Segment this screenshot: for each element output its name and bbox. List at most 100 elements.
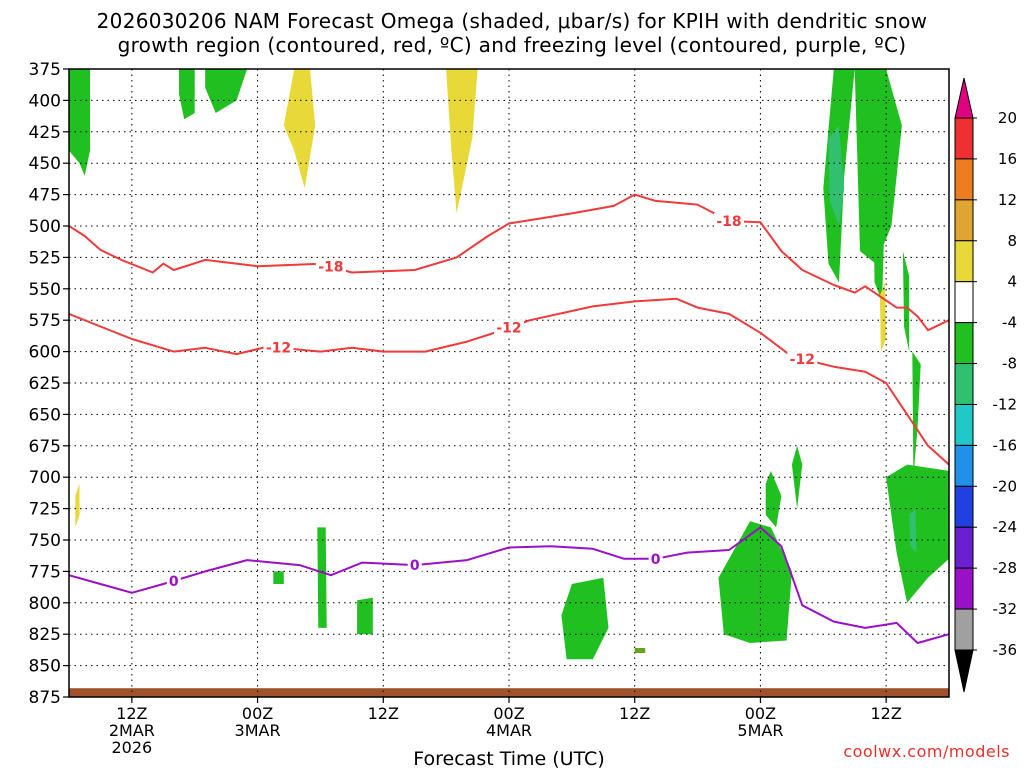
- omega-region-1: [69, 69, 90, 176]
- y-tick-label-525: 525: [29, 248, 61, 268]
- y-tick-label-625: 625: [29, 374, 61, 394]
- y-tick-label-700: 700: [29, 468, 61, 488]
- omega-region-12: [765, 470, 782, 528]
- contour-label-bg: [166, 572, 181, 589]
- colorbar-segment-2: [954, 158, 974, 201]
- y-tick-label-850: 850: [29, 657, 61, 677]
- colorbar-top-triangle: [954, 77, 974, 119]
- omega-region-8: [273, 571, 284, 584]
- contour-lines: -18 -18 -12 -12 -12 0 0 0: [69, 193, 949, 644]
- omega-region-17: [902, 251, 910, 352]
- y-tick-label-775: 775: [29, 562, 61, 582]
- contour-label-bg: [407, 557, 422, 574]
- contour-label-dgz_minus18: -18: [716, 214, 741, 230]
- colorbar-label-16: 16: [998, 150, 1017, 168]
- chart-title-line-1: 2026030206 NAM Forecast Omega (shaded, μ…: [96, 9, 928, 33]
- x-tick-label: 12Z: [619, 704, 650, 723]
- omega-region-10: [561, 577, 609, 660]
- x-tick-label: 5MAR: [737, 721, 783, 740]
- colorbar-segment-6: [954, 322, 974, 365]
- omega-region-20: [828, 125, 845, 226]
- contour-dgz_minus18: [69, 193, 949, 332]
- x-tick-label: 2026: [111, 738, 152, 757]
- colorbar-segment-7: [954, 363, 974, 405]
- omega-region-15: [854, 69, 902, 264]
- x-axis-label: Forecast Time (UTC): [413, 748, 604, 768]
- contour-label-bg: [787, 351, 818, 368]
- credit-link[interactable]: coolwx.com/models: [843, 742, 1010, 761]
- colorbar-label--8: -8: [1002, 355, 1017, 373]
- omega-region-2: [179, 69, 195, 120]
- colorbar-label--36: -36: [993, 641, 1018, 659]
- y-tick-label-500: 500: [29, 217, 61, 237]
- colorbar-segment-1: [954, 117, 974, 160]
- x-tick-label: 12Z: [116, 704, 147, 723]
- y-tick-label-650: 650: [29, 405, 61, 425]
- x-tick-label: 12Z: [368, 704, 399, 723]
- y-tick-label-875: 875: [29, 688, 61, 708]
- contour-label-freezing_level_0: 0: [410, 558, 420, 574]
- contour-label-freezing_level_0: 0: [169, 574, 179, 590]
- colorbar-label--12: -12: [993, 395, 1018, 413]
- colorbar-segment-12: [954, 567, 974, 610]
- x-tick-label: 00Z: [745, 704, 776, 723]
- gridlines: [69, 68, 949, 698]
- omega-region-22: [879, 282, 887, 352]
- contour-label-dgz_minus18: -18: [318, 260, 343, 276]
- omega-region-7: [317, 527, 327, 628]
- terrain-layer: [69, 688, 949, 697]
- y-tick-label-375: 375: [29, 60, 61, 80]
- colorbar-label--4: -4: [1002, 314, 1017, 332]
- x-tick-label: 00Z: [242, 704, 273, 723]
- colorbar-segment-10: [954, 485, 974, 528]
- contour-label-bg: [714, 212, 744, 229]
- y-tick-label-725: 725: [29, 500, 61, 520]
- y-tick-label-425: 425: [29, 123, 61, 143]
- omega-region-13: [791, 445, 803, 509]
- colorbar-segment-4: [954, 240, 974, 283]
- x-tick-label: 12Z: [870, 704, 901, 723]
- omega-region-11: [718, 521, 792, 643]
- omega-region-3: [205, 69, 248, 113]
- contour-label-dgz_minus12: -12: [790, 352, 815, 368]
- colorbar-bottom-triangle: [954, 649, 974, 693]
- contour-label-bg: [494, 319, 524, 336]
- y-tick-label-800: 800: [29, 594, 61, 614]
- contour-label-bg: [315, 258, 346, 275]
- x-tick-label: 00Z: [493, 704, 524, 723]
- terrain-fill: [69, 688, 949, 697]
- colorbar-label--24: -24: [993, 518, 1018, 536]
- y-tick-label-550: 550: [29, 280, 61, 300]
- colorbar-segment-13: [954, 608, 974, 651]
- colorbar-label--28: -28: [993, 559, 1018, 577]
- y-tick-label-600: 600: [29, 343, 61, 363]
- colorbar-label--20: -20: [993, 477, 1018, 495]
- contour-freezing_level_0: [69, 526, 949, 644]
- omega-region-23: [634, 648, 646, 653]
- x-tick-label: 3MAR: [235, 721, 281, 740]
- omega-region-4: [283, 69, 316, 189]
- contour-label-bg: [263, 339, 294, 356]
- omega-region-18: [886, 464, 949, 603]
- y-tick-label-675: 675: [29, 437, 61, 457]
- x-tick-label: 4MAR: [486, 721, 532, 740]
- colorbar-segment-9: [954, 444, 974, 487]
- colorbar-label-8: 8: [1007, 232, 1017, 250]
- colorbar-label-12: 12: [998, 191, 1017, 209]
- y-tick-label-575: 575: [29, 311, 61, 331]
- y-tick-label-450: 450: [29, 154, 61, 174]
- contour-dgz_minus12: [69, 297, 949, 466]
- colorbar-label-4: 4: [1007, 273, 1017, 291]
- colorbar-label--16: -16: [993, 436, 1018, 454]
- contour-label-bg: [648, 550, 663, 567]
- contour-label-dgz_minus12: -12: [496, 321, 521, 337]
- omega-region-21: [909, 508, 917, 553]
- y-tick-label-475: 475: [29, 186, 61, 206]
- y-tick-label-825: 825: [29, 625, 61, 645]
- y-tick-label-750: 750: [29, 531, 61, 551]
- y-axis: 375 400 425 450 475 500 525 550 575 600 625 650 675 7…: [29, 60, 69, 708]
- contour-label-dgz_minus12: -12: [266, 341, 291, 357]
- chart-title-line-2: growth region (contoured, red, ºC) and f…: [117, 33, 907, 57]
